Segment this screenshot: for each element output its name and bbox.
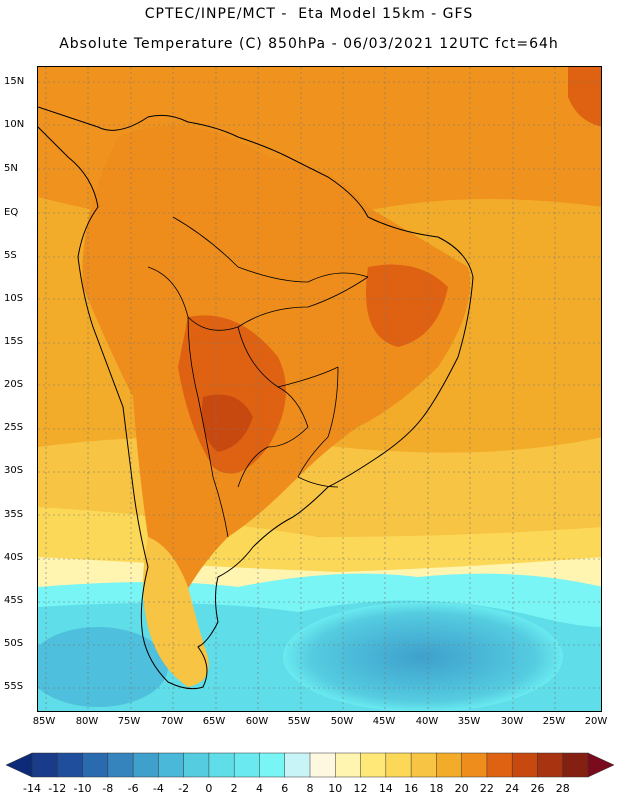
colorbar-tick-label: 28 [555, 782, 570, 795]
colorbar [6, 752, 614, 778]
colorbar-tick-label: -14 [23, 782, 41, 795]
colorbar-tick-label: -6 [127, 782, 139, 795]
lon-label-30w: 30W [500, 716, 524, 727]
colorbar-tick-label: 0 [205, 782, 213, 795]
lon-label-65w: 65W [202, 716, 226, 727]
colorbar-tick-label: 2 [230, 782, 238, 795]
lon-label-75w: 75W [117, 716, 141, 727]
colorbar-swatch [562, 752, 589, 778]
colorbar-swatch [107, 752, 134, 778]
colorbar-tick-label: 18 [429, 782, 444, 795]
colorbar-swatch [461, 752, 488, 778]
lon-label-35w: 35W [457, 716, 481, 727]
field-patagonia [143, 537, 209, 687]
field-cold-core [283, 602, 563, 711]
lat-label-15n: 15N [4, 76, 25, 87]
colorbar-swatch [511, 752, 539, 778]
lat-label-10n: 10N [4, 119, 25, 130]
chart-title-line-1: CPTEC/INPE/MCT - Eta Model 15km - GFS [144, 6, 474, 22]
lat-label-5s: 5S [4, 250, 17, 261]
colorbar-swatch [309, 752, 336, 778]
colorbar-swatch [158, 752, 185, 778]
field-hot-core-2 [366, 264, 448, 347]
lon-label-40w: 40W [415, 716, 439, 727]
colorbar-end-low [6, 752, 33, 778]
colorbar-tick-label: 6 [281, 782, 289, 795]
lat-label-5n: 5N [4, 163, 18, 174]
colorbar-swatch [360, 752, 387, 778]
colorbar-tick-label: 26 [530, 782, 545, 795]
colorbar-swatch [233, 752, 261, 778]
colorbar-swatch [284, 752, 311, 778]
colorbar-swatch [436, 752, 463, 778]
lat-label-55s: 55S [4, 681, 24, 692]
lat-label-25s: 25S [4, 422, 24, 433]
colorbar-tick-label: 14 [378, 782, 393, 795]
colorbar-tick-label: 10 [328, 782, 343, 795]
colorbar-swatch [537, 752, 564, 778]
colorbar-tick-label: 4 [255, 782, 263, 795]
colorbar-tick-label: -4 [152, 782, 164, 795]
colorbar-tick-label: 24 [505, 782, 520, 795]
colorbar-swatch [82, 752, 109, 778]
colorbar-swatch [486, 752, 513, 778]
temperature-map [37, 66, 602, 712]
lon-label-70w: 70W [160, 716, 184, 727]
lat-label-35s: 35S [4, 509, 24, 520]
colorbar-tick-label: -10 [73, 782, 92, 795]
colorbar-tick-label: -12 [48, 782, 67, 795]
lat-label-eq: EQ [4, 207, 19, 218]
lon-label-55w: 55W [287, 716, 311, 727]
field-hot-core-3 [202, 394, 253, 452]
lon-label-60w: 60W [245, 716, 269, 727]
lon-label-50w: 50W [330, 716, 354, 727]
map-grid [38, 67, 601, 711]
colorbar-swatch [132, 752, 160, 778]
lat-label-10s: 10S [4, 293, 24, 304]
lat-label-45s: 45S [4, 595, 24, 606]
colorbar-tick-label: 16 [404, 782, 419, 795]
lon-label-25w: 25W [542, 716, 566, 727]
field-cold-sw [38, 627, 168, 707]
lon-label-80w: 80W [75, 716, 99, 727]
field-hot-ne [568, 67, 601, 127]
coastline [38, 106, 474, 690]
lat-label-40s: 40S [4, 552, 24, 563]
lat-label-15s: 15S [4, 336, 24, 347]
colorbar-swatch [208, 752, 235, 778]
lat-label-20s: 20S [4, 379, 24, 390]
colorbar-swatch [31, 752, 58, 778]
colorbar-swatch [410, 752, 438, 778]
lat-label-50s: 50S [4, 638, 24, 649]
colorbar-end-high [587, 752, 614, 778]
chart-title-line-2: Absolute Temperature (C) 850hPa - 06/03/… [59, 36, 559, 52]
colorbar-tick-label: 20 [454, 782, 469, 795]
colorbar-tick-label: -8 [102, 782, 114, 795]
colorbar-swatch [335, 752, 362, 778]
colorbar-tick-label: 22 [479, 782, 494, 795]
colorbar-swatch [57, 752, 84, 778]
lon-label-20w: 20W [584, 716, 608, 727]
lon-label-45w: 45W [372, 716, 396, 727]
colorbar-tick-label: 8 [306, 782, 314, 795]
colorbar-tick-label: -2 [178, 782, 190, 795]
country-borders [147, 216, 369, 538]
lat-label-30s: 30S [4, 465, 24, 476]
colorbar-swatch [259, 752, 286, 778]
colorbar-swatch [385, 752, 412, 778]
lon-label-85w: 85W [32, 716, 56, 727]
colorbar-tick-label: 12 [353, 782, 368, 795]
colorbar-swatch [183, 752, 210, 778]
